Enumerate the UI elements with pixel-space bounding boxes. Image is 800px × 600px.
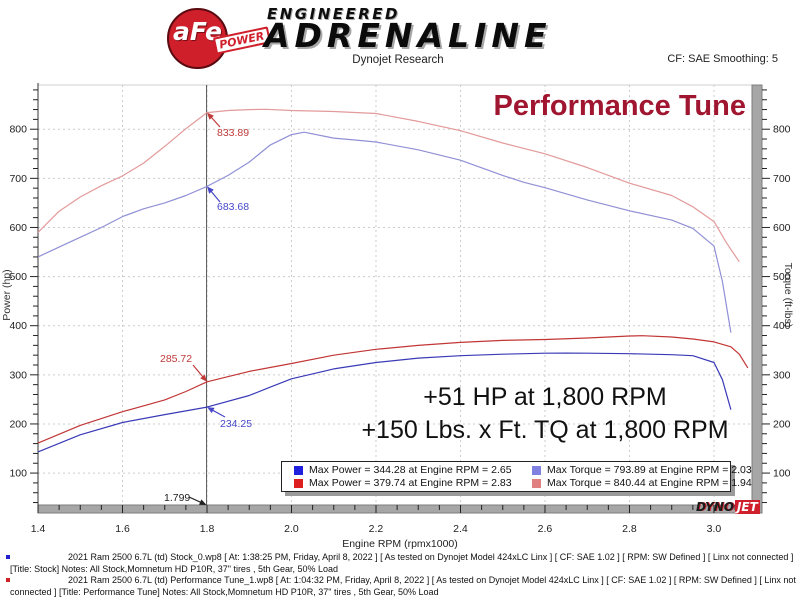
legend-item: Max Power = 344.28 at Engine RPM = 2.65 [294,464,532,476]
series-curve [37,335,749,444]
right-tick-label: 600 [773,222,791,234]
x-tick-label: 3.0 [707,523,722,535]
right-tick-label: 300 [773,369,791,381]
legend-swatch [294,478,303,488]
note-text: 2021 Ram 2500 6.7L (td) Stock_0.wp8 [ At… [10,552,794,574]
left-tick-label: 500 [9,271,27,283]
legend-text: Max Torque = 840.44 at Engine RPM = 1.94 [547,477,752,489]
right-tick-label: 100 [773,468,791,480]
adrenaline-wordmark: ADRENALINE [264,16,552,55]
right-tick-label: 400 [773,320,791,332]
legend-item: Max Torque = 793.89 at Engine RPM = 2.03 [532,464,752,476]
run-note: 2021 Ram 2500 6.7L (td) Stock_0.wp8 [ At… [0,552,796,575]
legend-item: Max Torque = 840.44 at Engine RPM = 1.94 [532,477,752,489]
right-tick-label: 500 [773,271,791,283]
x-tick-label: 1.6 [115,523,130,535]
note-bullet [6,555,10,559]
right-tick-label: 800 [773,124,791,136]
engineered-wordmark: ENGINEERED [267,5,400,23]
legend-swatch [294,465,303,475]
right-axis-label: Torque (ft-lbs) [782,262,794,328]
series-curve [37,131,732,333]
note-bullet [6,578,10,582]
x-tick-label: 2.8 [622,523,637,535]
legend-text: Max Power = 344.28 at Engine RPM = 2.65 [309,464,512,476]
x-tick-label: 2.6 [538,523,553,535]
cf-sae-smoothing-label: CF: SAE Smoothing: 5 [667,53,778,65]
x-tick-label: 2.2 [369,523,384,535]
legend-swatch [532,465,541,475]
left-axis-label: Power (hp) [1,269,13,321]
dynojet-research-subtitle: Dynojet Research [352,54,444,66]
chart-legend: Max Power = 344.28 at Engine RPM = 2.65 M… [281,461,752,492]
left-tick-label: 300 [9,369,27,381]
legend-text: Max Power = 379.74 at Engine RPM = 2.83 [309,477,512,489]
tq-gain-text: +150 Lbs. x Ft. TQ at 1,800 RPM [361,416,729,444]
chart-title: Performance Tune [493,90,746,122]
annotation-arrow-head [207,407,215,414]
series-curve [37,352,732,453]
right-axis-bar [751,84,763,514]
legend-item: Max Power = 379.74 at Engine RPM = 2.83 [294,477,532,489]
x-axis-label: Engine RPM (rpmx1000) [342,538,458,550]
annotation-arrow-head [200,374,207,382]
left-tick-label: 700 [9,173,27,185]
series-curve [37,108,740,263]
annotation-value-label: 1.799 [164,492,190,504]
x-tick-label: 2.0 [284,523,299,535]
annotation-value-label: 683.68 [217,201,249,213]
legend-swatch [532,478,541,488]
left-tick-label: 400 [9,320,27,332]
annotation-arrow-head [207,112,214,120]
annotation-value-label: 234.25 [220,418,252,430]
dynojet-watermark: DYNO JET [696,500,760,514]
bottom-axis-bar [37,504,763,514]
right-tick-label: 700 [773,173,791,185]
x-tick-label: 1.4 [31,523,46,535]
left-tick-label: 100 [9,468,27,480]
x-tick-label: 1.8 [200,523,215,535]
right-tick-label: 200 [773,418,791,430]
dynojet-watermark-dyno: DYNO [696,500,734,514]
left-tick-label: 600 [9,222,27,234]
legend-text: Max Torque = 793.89 at Engine RPM = 2.03 [547,464,752,476]
left-tick-label: 800 [9,124,27,136]
annotation-value-label: 285.72 [160,353,192,365]
annotation-arrow-head [207,186,214,194]
annotation-value-label: 833.89 [217,127,249,139]
annotation-arrow-head [199,499,207,505]
hp-gain-text: +51 HP at 1,800 RPM [423,383,667,411]
dynojet-watermark-jet: JET [734,500,760,514]
left-tick-label: 200 [9,418,27,430]
run-note: 2021 Ram 2500 6.7L (td) Performance Tune… [0,575,796,598]
note-text: 2021 Ram 2500 6.7L (td) Performance Tune… [10,575,796,597]
x-tick-label: 2.4 [453,523,468,535]
run-notes: 2021 Ram 2500 6.7L (td) Stock_0.wp8 [ At… [0,552,796,598]
